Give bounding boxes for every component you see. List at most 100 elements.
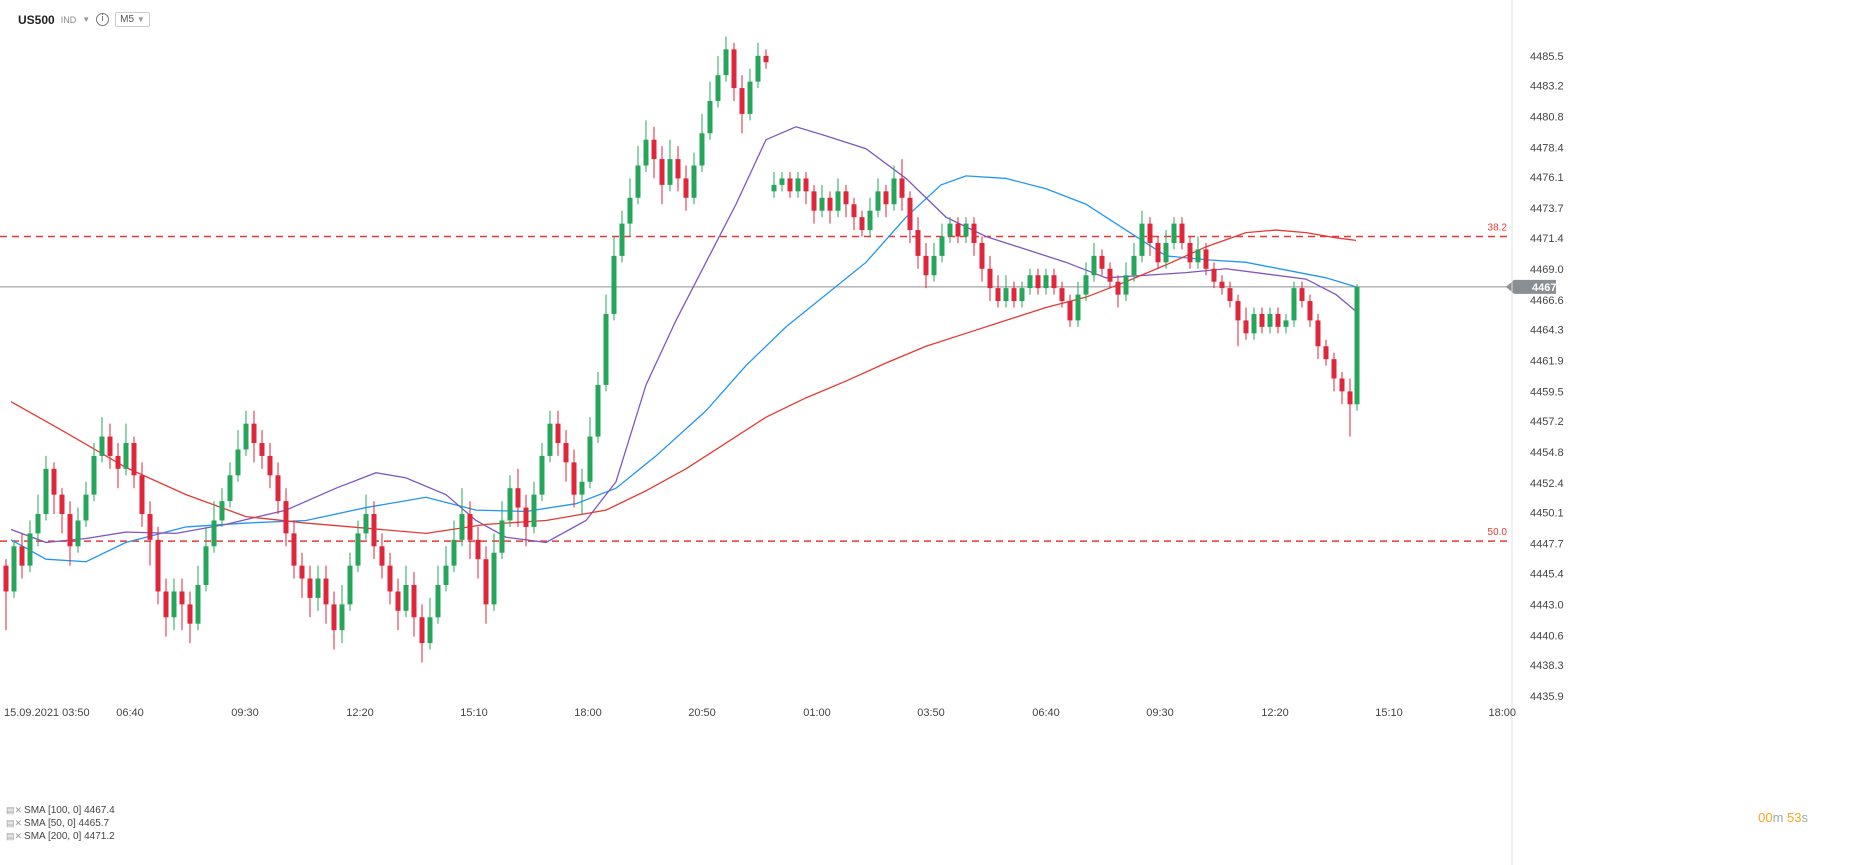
candle-body xyxy=(219,501,225,521)
symbol-tag: IND xyxy=(60,14,77,25)
candle-body xyxy=(307,578,313,598)
candle-body xyxy=(315,578,321,598)
candle-body xyxy=(83,494,89,521)
candle-body xyxy=(947,223,953,237)
candle-body xyxy=(619,223,625,256)
candle-body xyxy=(779,178,785,185)
candle-body xyxy=(1259,313,1265,327)
symbol-dropdown-caret-icon[interactable]: ▼ xyxy=(82,15,91,24)
sma-line xyxy=(10,229,1357,535)
candle-body xyxy=(1003,288,1009,302)
eye-icon[interactable]: ▤✕ xyxy=(6,805,23,815)
candle-body xyxy=(1011,288,1017,302)
candle-body xyxy=(1107,268,1113,282)
candle-body xyxy=(283,501,289,534)
candle-countdown-timer: 00m 53s xyxy=(1758,810,1808,825)
candle-body xyxy=(243,423,249,450)
eye-icon[interactable]: ▤✕ xyxy=(6,831,23,841)
candle-body xyxy=(1331,359,1337,379)
candle-body xyxy=(747,81,753,114)
candle-body xyxy=(1123,275,1129,295)
candle-body xyxy=(739,88,745,114)
candle-body xyxy=(915,230,921,256)
price-tick-label: 4452.4 xyxy=(1530,478,1564,490)
candle-body xyxy=(1267,313,1273,327)
candle-body xyxy=(187,604,193,624)
candle-body xyxy=(1099,255,1105,269)
legend-item-sma-200[interactable]: ▤✕ SMA [200, 0] 4471.2 xyxy=(6,831,115,842)
time-tick-label: 12:20 xyxy=(1261,707,1289,719)
candle-body xyxy=(787,178,793,192)
info-icon[interactable]: i xyxy=(96,13,110,26)
candle-body xyxy=(1139,223,1145,256)
candle-body xyxy=(467,514,473,540)
price-tick-label: 4459.5 xyxy=(1530,386,1564,398)
candle-body xyxy=(515,488,521,508)
price-tick-label: 4485.5 xyxy=(1530,51,1564,63)
candle-body xyxy=(1251,313,1257,334)
candle-body xyxy=(331,604,337,631)
candle-body xyxy=(963,223,969,237)
candle-body xyxy=(803,178,809,192)
candle-body xyxy=(867,210,873,231)
candle-body xyxy=(123,443,129,469)
fib-level-label: 38.2 xyxy=(1488,223,1508,234)
candle-body xyxy=(971,223,977,243)
candle-body xyxy=(251,423,257,444)
candle-body xyxy=(1291,288,1297,321)
candle-body xyxy=(395,591,401,611)
candle-body xyxy=(1187,242,1193,263)
candle-body xyxy=(1219,281,1225,289)
candle-body xyxy=(835,191,841,211)
legend-item-sma-100[interactable]: ▤✕ SMA [100, 0] 4467.4 xyxy=(6,805,115,816)
price-tick-label: 4473.7 xyxy=(1530,203,1564,215)
candle-body xyxy=(1163,242,1169,263)
candle-body xyxy=(987,268,993,289)
price-tick-label: 4450.1 xyxy=(1530,508,1564,520)
price-tick-label: 4466.6 xyxy=(1530,295,1564,307)
symbol-name[interactable]: US500 xyxy=(18,12,55,27)
legend-item-sma-50[interactable]: ▤✕ SMA [50, 0] 4465.7 xyxy=(6,818,110,829)
candle-body xyxy=(1339,378,1345,392)
candle-body xyxy=(443,565,449,585)
candle-body xyxy=(1115,281,1121,295)
candle-body xyxy=(763,55,769,63)
candle-body xyxy=(3,565,9,592)
price-tick-label: 4469.0 xyxy=(1530,264,1564,276)
candle-body xyxy=(1067,301,1073,321)
candle-body xyxy=(699,133,705,166)
candle-body xyxy=(179,591,185,605)
candle-body xyxy=(387,565,393,592)
eye-icon[interactable]: ▤✕ xyxy=(6,818,23,828)
candle-body xyxy=(419,617,425,644)
candle-body xyxy=(1307,301,1313,321)
chart-header: US500 IND ▼ i M5 ▼ xyxy=(18,12,150,27)
candle-body xyxy=(35,514,41,534)
price-tick-label: 4445.4 xyxy=(1530,568,1564,580)
candle-body xyxy=(603,313,609,385)
candle-body xyxy=(723,49,729,76)
candle-body xyxy=(939,236,945,256)
candle-body xyxy=(347,565,353,605)
candle-body xyxy=(1211,268,1217,282)
candle-body xyxy=(27,533,33,566)
candle-body xyxy=(819,197,825,211)
candle-body xyxy=(427,617,433,644)
current-price-label: 4467.6 xyxy=(1532,282,1566,294)
candle-body xyxy=(475,539,481,560)
candle-body xyxy=(883,191,889,205)
timeframe-selector[interactable]: M5 ▼ xyxy=(115,12,150,27)
candle-body xyxy=(563,443,569,463)
price-tick-label: 4457.2 xyxy=(1530,416,1564,428)
candle-body xyxy=(891,178,897,205)
price-tick-label: 4454.8 xyxy=(1530,447,1564,459)
candle-body xyxy=(75,520,81,547)
price-tick-label: 4447.7 xyxy=(1530,539,1564,551)
candle-body xyxy=(1035,275,1041,289)
candle-body xyxy=(643,139,649,166)
price-tick-label: 4443.0 xyxy=(1530,599,1564,611)
candle-body xyxy=(907,197,913,231)
candle-body xyxy=(731,49,737,89)
fib-level-label: 50.0 xyxy=(1488,527,1508,538)
